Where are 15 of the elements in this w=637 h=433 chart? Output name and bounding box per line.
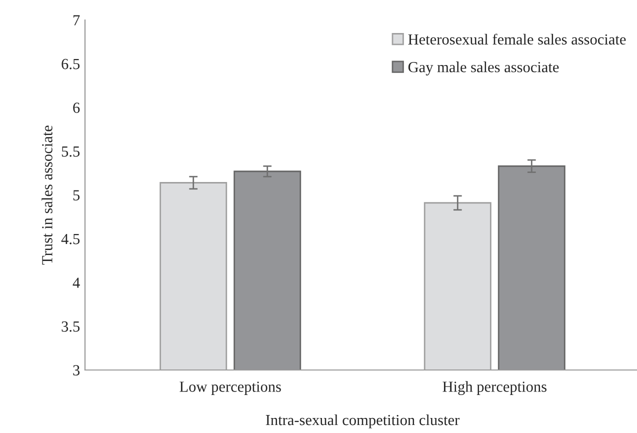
x-axis-title: Intra-sexual competition cluster: [266, 414, 460, 428]
x-tick-label: High perceptions: [442, 381, 546, 396]
legend-label: Gay male sales associate: [408, 62, 559, 76]
y-tick-label: 6.5: [62, 58, 80, 70]
y-tick-label: 5: [73, 190, 80, 200]
y-tick-label: 3.5: [62, 321, 80, 332]
y-tick-label: 3: [73, 365, 80, 376]
legend-label: Heterosexual female sales associate: [408, 34, 626, 45]
y-tick-label: 4: [72, 278, 80, 288]
y-tick-label: 7: [74, 15, 80, 26]
x-tick-label: Low perceptions: [180, 382, 281, 395]
y-axis-title: Trust in sales associate: [42, 126, 52, 265]
y-tick-label: 6: [73, 102, 80, 113]
y-tick-label: 5.5: [62, 146, 80, 157]
y-tick-label: 4.5: [61, 234, 80, 244]
